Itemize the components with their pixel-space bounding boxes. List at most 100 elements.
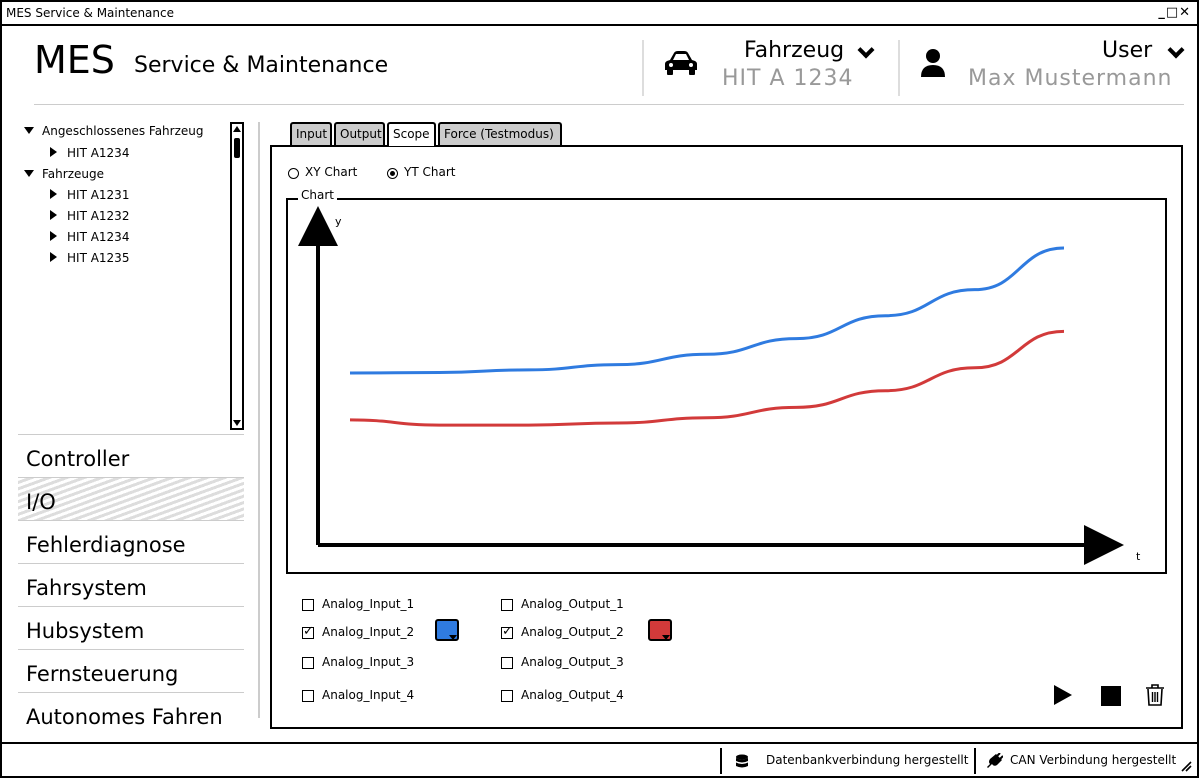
tree-item-label: HIT A1232	[67, 209, 130, 223]
tree-item[interactable]: HIT A1234	[50, 230, 129, 244]
tab-output[interactable]: Output	[334, 122, 385, 146]
car-icon	[665, 51, 697, 75]
app-subtitle: Service & Maintenance	[134, 53, 389, 78]
label-analog-output-3: Analog_Output_3	[521, 655, 624, 669]
color-picker-output-2[interactable]	[648, 619, 672, 641]
tab-scope[interactable]: Scope	[387, 122, 436, 146]
checkbox-analog-output-3[interactable]	[501, 657, 513, 669]
chart-frame	[286, 198, 1167, 574]
db-status-label: Datenbankverbindung hergestellt	[766, 753, 969, 767]
window-title: MES Service & Maintenance	[6, 6, 174, 20]
label-analog-input-1: Analog_Input_1	[322, 597, 415, 611]
nav-item-io[interactable]: I/O	[18, 477, 244, 520]
vehicle-selector[interactable]: Fahrzeug HIT A 1234	[662, 36, 882, 96]
color-picker-input-2[interactable]	[435, 619, 459, 641]
chevron-down-icon	[1167, 41, 1185, 59]
checkbox-analog-input-2[interactable]	[302, 624, 314, 639]
vehicle-value: HIT A 1234	[722, 66, 854, 91]
can-status-label: CAN Verbindung hergestellt	[1010, 753, 1177, 767]
chart-group-label: Chart	[298, 188, 337, 202]
database-icon	[736, 754, 748, 768]
tree-item[interactable]: HIT A1234	[50, 146, 129, 160]
plug-icon	[987, 753, 1003, 768]
collapse-icon	[50, 147, 57, 157]
content-divider	[258, 122, 260, 718]
scroll-down-icon[interactable]	[233, 419, 241, 427]
scope-panel	[270, 145, 1183, 729]
tree-item-label: HIT A1235	[67, 251, 130, 265]
window-controls[interactable]: _□✕	[1158, 5, 1191, 20]
tree-item[interactable]: HIT A1235	[50, 251, 129, 265]
trash-icon[interactable]	[1145, 684, 1165, 706]
radio-yt-chart-label: YT Chart	[404, 165, 456, 179]
status-bar: Datenbankverbindung hergestellt CAN Verb…	[2, 742, 1197, 776]
checkbox-analog-input-3[interactable]	[302, 657, 314, 669]
checkbox-analog-output-2[interactable]	[501, 624, 513, 639]
collapse-icon	[50, 210, 57, 220]
nav-item-fahrsystem[interactable]: Fahrsystem	[18, 563, 244, 606]
user-value: Max Mustermann	[968, 66, 1173, 91]
expand-icon	[24, 127, 34, 134]
app-logo: MES	[34, 38, 115, 82]
tree-group[interactable]: Fahrzeuge	[24, 167, 104, 181]
status-divider	[720, 748, 722, 774]
stop-icon[interactable]	[1100, 685, 1122, 707]
scope-chart: y t	[298, 206, 1141, 565]
label-analog-input-2: Analog_Input_2	[322, 625, 415, 639]
chart-series-line-1	[349, 246, 1065, 375]
label-analog-output-1: Analog_Output_1	[521, 597, 624, 611]
dropdown-icon	[449, 635, 457, 640]
app-header: MES Service & Maintenance Fahrzeug HIT A…	[2, 26, 1197, 108]
expand-icon	[24, 170, 34, 177]
header-underline	[34, 104, 1184, 105]
tab-input[interactable]: Input	[290, 122, 332, 146]
tree-item-label: HIT A1234	[67, 146, 130, 160]
tree-item-label: HIT A1231	[67, 188, 130, 202]
resize-grip-icon[interactable]	[1180, 760, 1192, 772]
tree-item[interactable]: HIT A1231	[50, 188, 129, 202]
label-analog-input-4: Analog_Input_4	[322, 688, 415, 702]
checkbox-analog-output-4[interactable]	[501, 690, 513, 702]
x-axis-label: t	[1136, 550, 1141, 563]
radio-yt-chart[interactable]	[387, 168, 398, 179]
nav-item-hubsystem[interactable]: Hubsystem	[18, 606, 244, 649]
tree-group[interactable]: Angeschlossenes Fahrzeug	[24, 124, 203, 138]
label-analog-input-3: Analog_Input_3	[322, 655, 415, 669]
tree-scrollbar[interactable]	[230, 122, 244, 430]
scroll-thumb[interactable]	[234, 138, 240, 158]
collapse-icon	[50, 189, 57, 199]
user-icon	[921, 49, 945, 77]
title-bar: MES Service & Maintenance _□✕	[2, 2, 1197, 26]
nav-item-fernsteuerung[interactable]: Fernsteuerung	[18, 649, 244, 692]
tab-force-testmodus[interactable]: Force (Testmodus)	[438, 122, 562, 146]
status-divider	[974, 748, 976, 774]
header-divider	[642, 40, 644, 96]
nav-item-fehlerdiagnose[interactable]: Fehlerdiagnose	[18, 520, 244, 563]
y-axis-label: y	[335, 215, 342, 228]
dropdown-icon	[662, 635, 670, 640]
scroll-up-icon[interactable]	[233, 125, 241, 133]
nav-item-controller[interactable]: Controller	[18, 434, 244, 477]
checkbox-analog-output-1[interactable]	[501, 599, 513, 611]
checkbox-analog-input-1[interactable]	[302, 599, 314, 611]
nav-item-autonomes-fahren[interactable]: Autonomes Fahren	[18, 692, 244, 735]
vehicle-title: Fahrzeug	[744, 38, 845, 63]
tree-group-label: Angeschlossenes Fahrzeug	[42, 124, 204, 138]
user-title: User	[1102, 38, 1153, 63]
radio-xy-chart[interactable]	[288, 168, 299, 179]
radio-xy-chart-label: XY Chart	[305, 165, 358, 179]
label-analog-output-4: Analog_Output_4	[521, 688, 624, 702]
tree-item-label: HIT A1234	[67, 230, 130, 244]
user-selector[interactable]: User Max Mustermann	[914, 36, 1192, 96]
checkbox-analog-input-4[interactable]	[302, 690, 314, 702]
series-layer	[349, 246, 1065, 427]
vehicle-tree: Angeschlossenes Fahrzeug HIT A1234 Fahrz…	[18, 120, 246, 432]
tree-group-label: Fahrzeuge	[42, 167, 104, 181]
header-divider	[898, 40, 900, 96]
chevron-down-icon	[857, 41, 875, 59]
label-analog-output-2: Analog_Output_2	[521, 625, 624, 639]
play-icon[interactable]	[1052, 684, 1074, 706]
chart-series-line-2	[349, 329, 1065, 427]
tree-item[interactable]: HIT A1232	[50, 209, 129, 223]
